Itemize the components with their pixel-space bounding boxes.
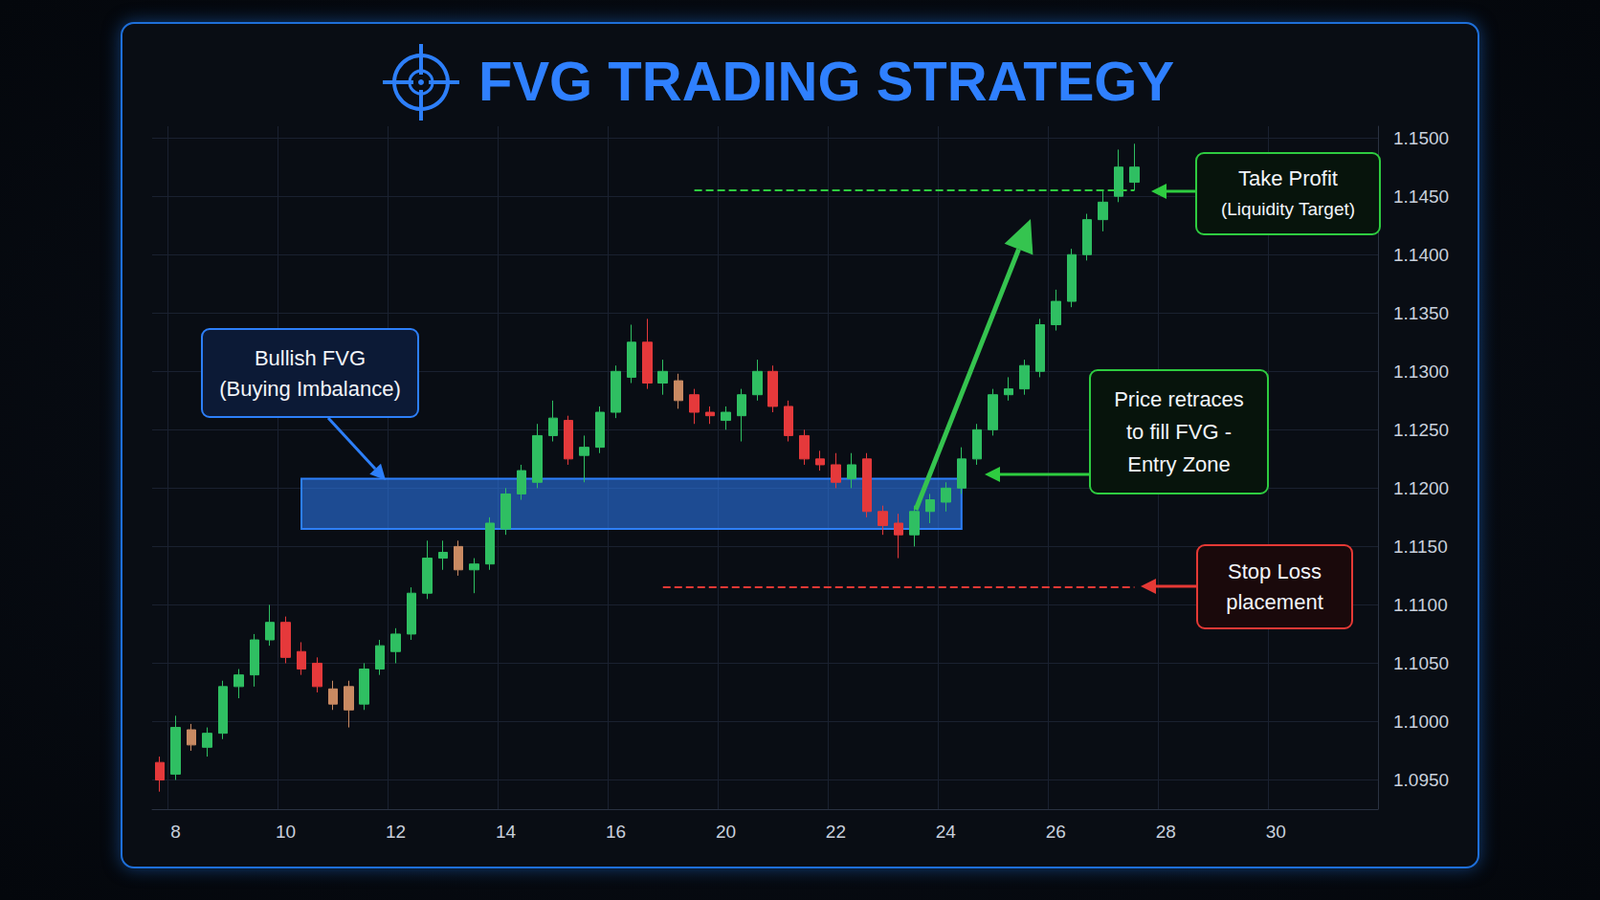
svg-text:30: 30 (1266, 822, 1287, 843)
svg-text:Bullish FVG: Bullish FVG (254, 346, 366, 371)
svg-text:10: 10 (275, 822, 296, 843)
svg-text:1.1200: 1.1200 (1393, 478, 1449, 499)
svg-text:FVG TRADING STRATEGY: FVG TRADING STRATEGY (478, 49, 1175, 112)
svg-text:1.1150: 1.1150 (1393, 536, 1448, 557)
svg-text:(Liquidity Target): (Liquidity Target) (1221, 199, 1356, 220)
svg-text:1.1500: 1.1500 (1393, 128, 1449, 149)
svg-text:1.1100: 1.1100 (1393, 595, 1448, 616)
svg-text:24: 24 (935, 822, 957, 843)
svg-text:placement: placement (1225, 590, 1324, 615)
svg-text:Entry Zone: Entry Zone (1127, 452, 1231, 477)
svg-text:20: 20 (715, 822, 736, 843)
svg-text:1.1050: 1.1050 (1393, 653, 1449, 674)
svg-text:1.1250: 1.1250 (1393, 420, 1449, 441)
svg-text:1.1350: 1.1350 (1393, 303, 1449, 324)
svg-text:26: 26 (1045, 822, 1067, 843)
svg-text:1.1400: 1.1400 (1393, 244, 1449, 266)
svg-text:16: 16 (605, 822, 626, 843)
svg-text:1.1300: 1.1300 (1393, 361, 1449, 382)
svg-text:14: 14 (495, 822, 517, 843)
svg-text:Take Profit: Take Profit (1238, 166, 1338, 191)
svg-text:12: 12 (385, 822, 406, 843)
svg-text:22: 22 (825, 822, 846, 843)
svg-text:8: 8 (170, 822, 181, 843)
svg-text:1.1450: 1.1450 (1393, 186, 1449, 207)
svg-text:1.1000: 1.1000 (1393, 711, 1449, 733)
svg-text:to fill FVG -: to fill FVG - (1126, 420, 1232, 445)
svg-text:Price retraces: Price retraces (1113, 387, 1245, 412)
svg-text:Stop Loss: Stop Loss (1227, 559, 1322, 584)
svg-text:(Buying Imbalance): (Buying Imbalance) (219, 377, 401, 401)
svg-text:1.0950: 1.0950 (1393, 770, 1449, 791)
svg-text:28: 28 (1155, 822, 1177, 843)
